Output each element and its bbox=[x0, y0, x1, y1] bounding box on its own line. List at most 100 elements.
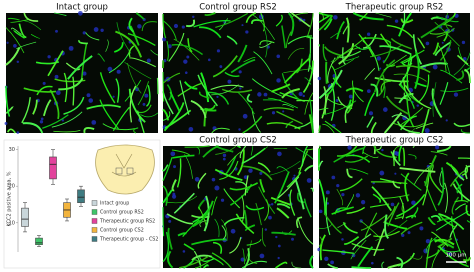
fiber bbox=[245, 12, 257, 23]
fiber bbox=[140, 112, 159, 118]
nucleus bbox=[390, 202, 395, 207]
fiber bbox=[190, 100, 207, 119]
nucleus bbox=[6, 41, 9, 44]
fiber bbox=[137, 104, 152, 114]
y-axis-label: KCC2 positive area, % bbox=[7, 171, 13, 226]
micrograph bbox=[162, 145, 314, 269]
fiber bbox=[414, 51, 420, 89]
nucleus bbox=[293, 174, 296, 177]
nucleus bbox=[277, 244, 281, 248]
fiber bbox=[343, 56, 360, 62]
fiber bbox=[430, 214, 441, 221]
fiber bbox=[349, 168, 369, 175]
fiber bbox=[235, 213, 255, 235]
fiber bbox=[339, 178, 363, 192]
fiber bbox=[277, 176, 300, 199]
fiber bbox=[49, 89, 60, 120]
brain-schematic bbox=[95, 144, 155, 195]
fiber bbox=[128, 17, 135, 33]
fiber bbox=[318, 14, 334, 31]
nucleus bbox=[368, 111, 374, 116]
fiber bbox=[321, 100, 357, 116]
fiber bbox=[343, 236, 360, 245]
box bbox=[77, 189, 85, 203]
nucleus bbox=[360, 200, 366, 205]
fiber bbox=[285, 31, 292, 48]
fiber bbox=[346, 168, 353, 179]
fiber bbox=[230, 58, 256, 74]
fiber bbox=[214, 168, 243, 181]
fiber bbox=[301, 145, 309, 167]
fiber bbox=[462, 164, 469, 176]
panel-title: Intact group bbox=[56, 3, 108, 13]
box bbox=[35, 237, 43, 245]
fiber bbox=[112, 106, 130, 132]
fiber bbox=[99, 72, 116, 104]
nucleus bbox=[39, 120, 44, 124]
fiber bbox=[23, 12, 39, 22]
fiber bbox=[171, 179, 177, 192]
fiber bbox=[366, 116, 374, 128]
nucleus bbox=[239, 87, 242, 90]
panel-title: Control group CS2 bbox=[199, 136, 277, 146]
nucleus bbox=[88, 98, 94, 103]
nucleus bbox=[211, 177, 216, 182]
fiber bbox=[399, 167, 436, 173]
fiber bbox=[392, 180, 401, 189]
fiber bbox=[271, 231, 296, 236]
fiber bbox=[212, 241, 223, 254]
y-tick-label: 20 bbox=[9, 184, 15, 190]
nucleus bbox=[93, 27, 99, 32]
fiber bbox=[402, 12, 406, 27]
fiber bbox=[262, 23, 268, 58]
fiber bbox=[400, 83, 415, 109]
nucleus bbox=[259, 171, 263, 175]
nucleus bbox=[462, 57, 467, 61]
fiber bbox=[198, 26, 222, 39]
nucleus bbox=[220, 198, 225, 202]
fiber bbox=[436, 145, 452, 153]
fiber bbox=[352, 233, 372, 251]
nucleus bbox=[411, 200, 416, 206]
micrograph bbox=[162, 12, 314, 134]
nucleus bbox=[42, 81, 46, 85]
fiber bbox=[21, 97, 31, 124]
fiber bbox=[398, 56, 413, 86]
box bbox=[49, 156, 57, 180]
fiber bbox=[318, 44, 321, 47]
fiber bbox=[429, 29, 450, 35]
fiber bbox=[434, 41, 452, 57]
fiber bbox=[362, 151, 379, 159]
fiber bbox=[358, 33, 374, 57]
fiber bbox=[257, 162, 271, 173]
fiber bbox=[223, 216, 245, 226]
fiber bbox=[67, 55, 93, 80]
nucleus bbox=[214, 185, 220, 191]
fiber bbox=[318, 107, 329, 111]
nucleus bbox=[277, 256, 280, 260]
fiber bbox=[162, 72, 181, 84]
legend-swatch bbox=[91, 218, 98, 224]
fiber bbox=[287, 35, 313, 45]
nucleus bbox=[216, 95, 219, 99]
fiber bbox=[5, 27, 25, 54]
fiber bbox=[171, 43, 203, 56]
fiber bbox=[309, 255, 314, 269]
nucleus bbox=[100, 28, 104, 32]
nucleus bbox=[222, 153, 227, 158]
fiber bbox=[162, 13, 167, 39]
fiber bbox=[294, 178, 305, 210]
fiber bbox=[200, 72, 210, 103]
fiber bbox=[211, 127, 230, 134]
fiber bbox=[7, 17, 20, 21]
fiber bbox=[432, 42, 440, 56]
fiber bbox=[113, 42, 124, 53]
box bbox=[21, 207, 29, 227]
fiber bbox=[210, 256, 224, 266]
fiber bbox=[166, 213, 194, 225]
nucleus bbox=[425, 41, 430, 46]
nucleus bbox=[182, 250, 186, 253]
fiber bbox=[63, 72, 68, 103]
fiber bbox=[373, 59, 396, 93]
nucleus bbox=[137, 24, 142, 29]
